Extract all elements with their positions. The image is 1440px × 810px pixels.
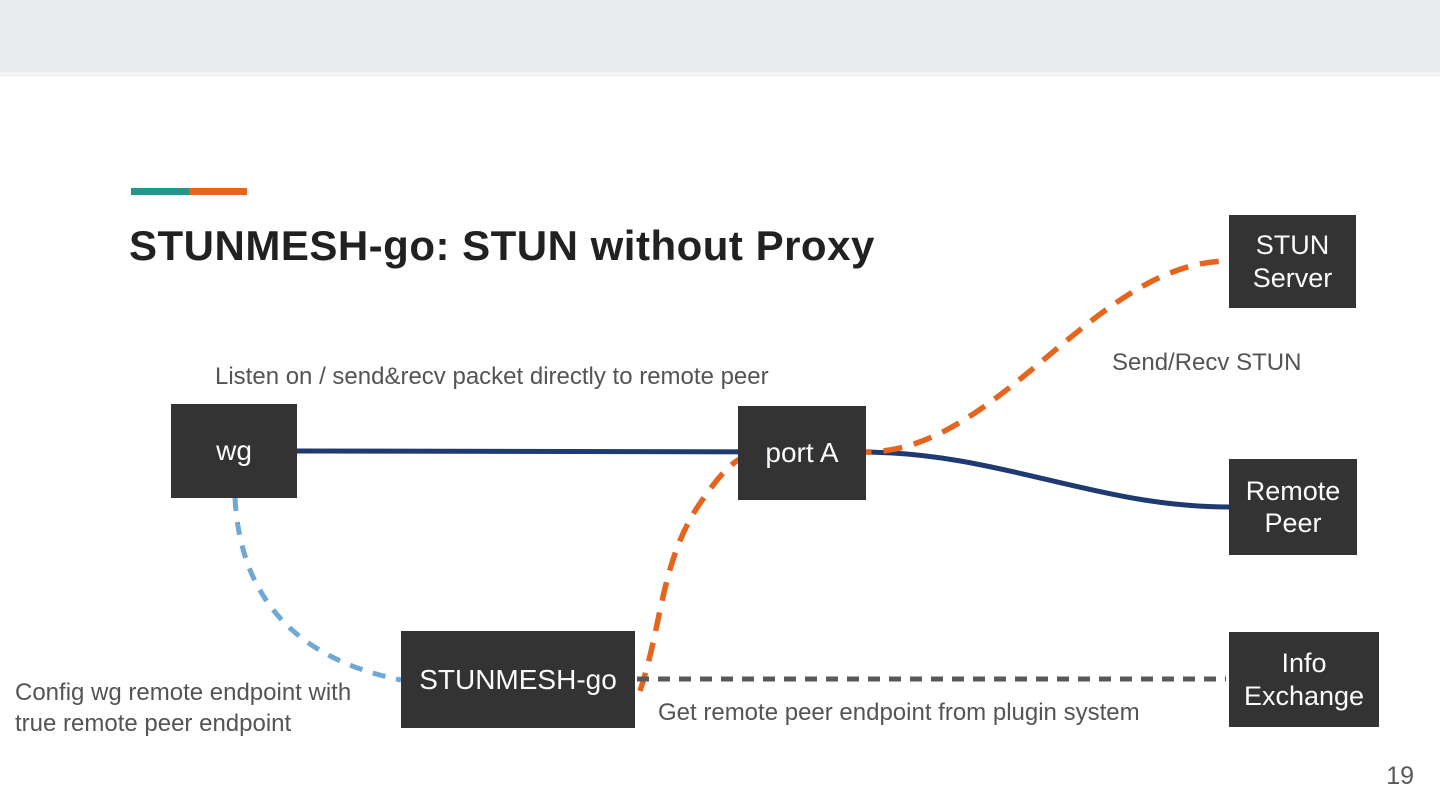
node-stunmesh-go-label: STUNMESH-go xyxy=(419,663,617,695)
node-stun-server: STUN Server xyxy=(1229,215,1356,308)
top-band xyxy=(0,0,1440,77)
node-info-exchange-line1: Info xyxy=(1281,648,1327,679)
node-remote-peer: Remote Peer xyxy=(1229,459,1357,555)
node-stun-server-line2: Server xyxy=(1252,262,1333,293)
annotation-get-endpoint: Get remote peer endpoint from plugin sys… xyxy=(658,699,1140,726)
connector-wg-stunmesh xyxy=(232,497,402,683)
node-wg-label: wg xyxy=(216,435,252,467)
node-remote-peer-line2: Peer xyxy=(1264,508,1322,538)
node-port-a-label: port A xyxy=(765,437,839,469)
node-port-a: port A xyxy=(738,406,866,500)
node-wg: wg xyxy=(171,404,297,498)
accent-orange-segment xyxy=(189,188,247,195)
node-info-exchange-line2: Exchange xyxy=(1243,680,1365,711)
annotation-send-recv-stun: Send/Recv STUN xyxy=(1112,349,1302,376)
accent-teal-segment xyxy=(131,188,189,195)
node-remote-peer-line1: Remote xyxy=(1245,475,1341,506)
connector-wg-porta-remotepeer xyxy=(296,448,1230,510)
node-stunmesh-go: STUNMESH-go xyxy=(401,631,635,728)
node-info-exchange: Info Exchange xyxy=(1229,632,1379,727)
annotation-listen: Listen on / send&recv packet directly to… xyxy=(215,363,769,390)
annotation-config-wg-line1: Config wg remote endpoint with xyxy=(15,679,352,706)
annotation-config-wg: Config wg remote endpoint with true remo… xyxy=(15,677,351,739)
title-accent-bar xyxy=(131,188,247,195)
annotation-config-wg-line2: true remote peer endpoint xyxy=(15,710,292,737)
slide-title: STUNMESH-go: STUN without Proxy xyxy=(129,222,875,269)
page-number: 19 xyxy=(1386,762,1414,790)
node-stun-server-line1: STUN xyxy=(1255,230,1330,261)
connector-stunmesh-porta-stunserver xyxy=(637,258,1230,692)
